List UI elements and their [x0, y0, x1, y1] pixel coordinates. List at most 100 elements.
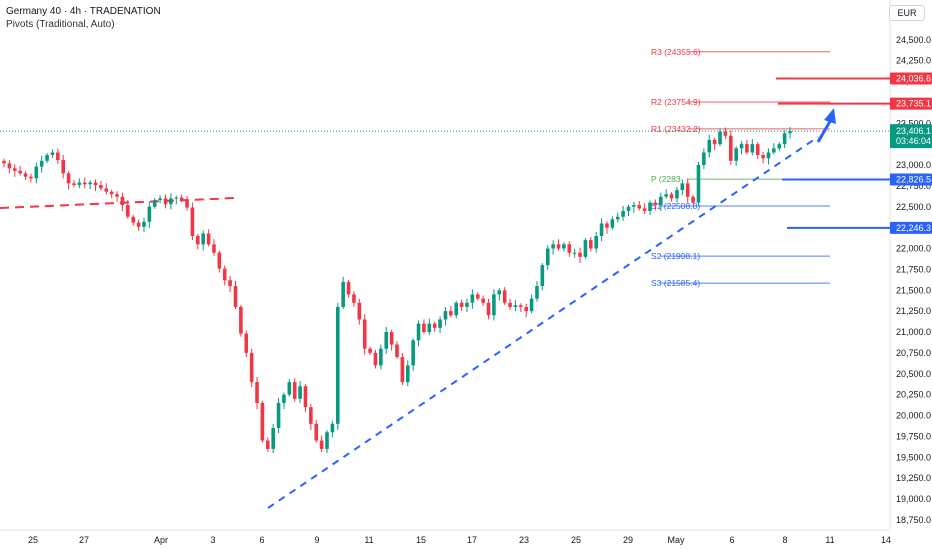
candle-body: [551, 244, 555, 249]
candle-body: [685, 183, 690, 197]
pivot-label: P (2283: [651, 174, 681, 184]
price-label-box: [890, 97, 932, 110]
candle-body: [524, 306, 529, 312]
candle-body: [567, 244, 572, 253]
candle-body: [29, 176, 33, 179]
candle-body: [244, 333, 249, 353]
candle-body: [395, 344, 399, 358]
candle-body: [34, 166, 39, 179]
candle-body: [788, 131, 792, 134]
candle-body: [298, 386, 302, 399]
y-tick-label: 23,000.0: [896, 160, 931, 170]
candle-body: [691, 196, 695, 203]
candle-body: [556, 244, 561, 249]
candle-body: [734, 148, 738, 161]
candle-body: [228, 280, 232, 287]
candle-body: [82, 182, 87, 185]
candle-body: [658, 196, 663, 206]
candle-body: [346, 281, 351, 295]
candle-body: [373, 352, 378, 366]
x-tick-label: 3: [210, 535, 215, 545]
price-label-box: [890, 72, 932, 85]
candle-body: [66, 173, 71, 184]
y-tick-label: 20,750.0: [896, 348, 931, 358]
candle-body: [206, 233, 211, 245]
candle-body: [287, 382, 292, 395]
candle-body: [481, 298, 485, 303]
candle-body: [222, 268, 227, 281]
candle-body: [282, 394, 286, 403]
candle-body: [405, 365, 410, 383]
candle-body: [642, 208, 647, 211]
price-label-box: [890, 173, 932, 186]
y-tick-label: 22,500.0: [896, 202, 931, 212]
x-tick-label: 27: [79, 535, 89, 545]
candle-body: [411, 340, 415, 366]
x-tick-label: 25: [28, 535, 38, 545]
y-tick-label: 21,250.0: [896, 306, 931, 316]
candle-body: [319, 440, 324, 449]
candle-body: [615, 216, 620, 220]
pivot-label: R3 (24355.6): [651, 47, 701, 57]
candle-body: [255, 382, 259, 403]
currency-button[interactable]: EUR: [889, 5, 925, 21]
y-tick-label: 22,000.0: [896, 244, 931, 254]
candle-body: [427, 323, 432, 332]
candle-body: [702, 152, 706, 165]
candle-body: [379, 348, 383, 366]
candle-body: [454, 302, 459, 316]
candle-body: [621, 210, 625, 217]
x-tick-label: 6: [729, 535, 734, 545]
candle-body: [212, 244, 216, 253]
y-tick-label: 22,750.0: [896, 181, 931, 191]
x-tick-label: 17: [467, 535, 477, 545]
candle-body: [497, 290, 502, 295]
candle-body: [513, 305, 518, 307]
last-price-box: [890, 124, 932, 149]
candle-body: [508, 302, 512, 307]
candle-body: [303, 386, 308, 408]
x-tick-label: 23: [519, 535, 529, 545]
candle-body: [131, 216, 136, 223]
candle-body: [755, 144, 760, 155]
candle-body: [766, 152, 771, 159]
candle-body: [470, 294, 475, 303]
candle-body: [438, 319, 442, 328]
candle-body: [201, 233, 205, 245]
candle-body: [540, 265, 545, 287]
candle-body: [56, 152, 60, 160]
candle-body: [443, 311, 448, 320]
indicator-name[interactable]: Pivots (Traditional, Auto): [6, 19, 115, 30]
y-tick-label: 24,250.0: [896, 56, 931, 66]
candle-body: [777, 144, 782, 149]
candle-body: [745, 144, 749, 153]
candle-body: [545, 248, 550, 266]
candle-body: [502, 290, 507, 303]
candle-body: [61, 159, 66, 174]
candle-body: [389, 332, 394, 345]
candle-body: [362, 319, 367, 349]
candle-body: [104, 188, 109, 192]
price-label-text: 23,735.1: [896, 99, 931, 109]
candle-body: [384, 332, 389, 349]
y-tick-label: 23,500.0: [896, 118, 931, 128]
pivot-label: R2 (23754.9): [651, 97, 701, 107]
y-tick-label: 21,000.0: [896, 327, 931, 337]
candle-body: [750, 144, 755, 153]
y-tick-label: 21,500.0: [896, 285, 931, 295]
y-tick-label: 19,250.0: [896, 473, 931, 483]
candle-body: [712, 139, 717, 145]
candle-body: [589, 240, 593, 249]
candle-body: [535, 286, 539, 299]
candle-body: [314, 423, 319, 441]
candle-body: [486, 302, 491, 316]
candle-body: [292, 382, 297, 399]
candle-body: [276, 402, 281, 429]
x-tick-label: 29: [623, 535, 633, 545]
candle-body: [637, 205, 642, 209]
candle-body: [432, 323, 437, 328]
candle-body: [7, 163, 12, 169]
candle-body: [335, 306, 340, 424]
